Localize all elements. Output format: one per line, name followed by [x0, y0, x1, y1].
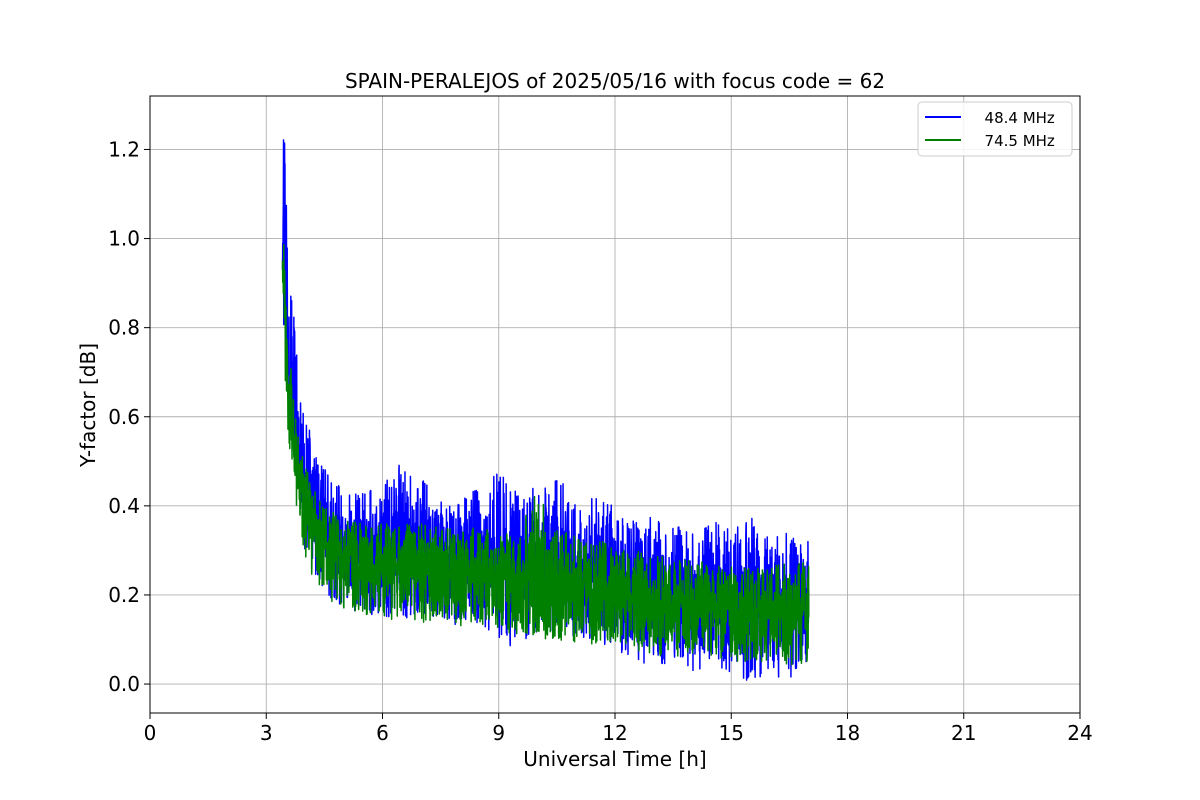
y-tick-label: 1.2 [108, 137, 140, 161]
y-axis: 0.0 0.2 0.4 0.6 0.8 1.0 1.2 [108, 137, 150, 696]
x-tick-label: 9 [492, 721, 505, 745]
x-tick-label: 12 [602, 721, 627, 745]
chart-title: SPAIN-PERALEJOS of 2025/05/16 with focus… [345, 69, 885, 93]
legend: 48.4 MHz 74.5 MHz [917, 101, 1073, 157]
x-tick-label: 0 [144, 721, 157, 745]
y-tick-label: 0.0 [108, 672, 140, 696]
x-tick-label: 6 [376, 721, 389, 745]
y-tick-label: 0.2 [108, 583, 140, 607]
series-line-74-5-mhz [281, 243, 810, 666]
y-tick-label: 0.8 [108, 316, 140, 340]
x-axis: 0 3 6 9 12 15 18 21 24 [144, 713, 1093, 745]
x-tick-label: 21 [951, 721, 976, 745]
series-group [281, 139, 810, 681]
x-tick-label: 24 [1067, 721, 1092, 745]
legend-label-48-4: 48.4 MHz [975, 109, 1055, 127]
x-tick-label: 3 [260, 721, 273, 745]
y-tick-label: 0.4 [108, 494, 140, 518]
x-tick-label: 18 [835, 721, 860, 745]
legend-label-74-5: 74.5 MHz [975, 132, 1055, 150]
x-axis-label: Universal Time [h] [523, 747, 706, 771]
x-tick-label: 15 [719, 721, 744, 745]
y-tick-label: 0.6 [108, 405, 140, 429]
y-tick-label: 1.0 [108, 227, 140, 251]
legend-box [917, 101, 1073, 157]
y-axis-label: Y-factor [dB] [76, 343, 100, 468]
